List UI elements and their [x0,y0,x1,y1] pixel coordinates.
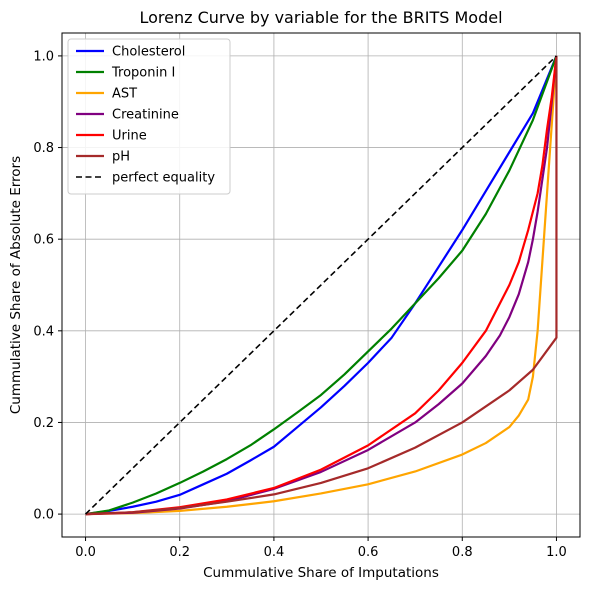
legend-label-cholesterol: Cholesterol [112,45,185,60]
series-lines [84,55,558,516]
plot-frame [61,32,581,538]
legend-label-urine: Urine [112,129,147,144]
x-tick-label: 0.8 [452,545,473,560]
series-line-ph [85,55,558,516]
chart-title: Lorenz Curve by variable for the BRITS M… [139,8,502,27]
y-axis-title: Cummulative Share of Absolute Errors [8,156,24,414]
y-tick-label: 0.2 [33,416,54,431]
series-line-perfect-equality [84,55,558,515]
x-tick-label: 0.6 [358,545,379,560]
series-line-creatinine [85,55,558,516]
y-tick-label: 0.8 [33,141,54,156]
y-tick-label: 1.0 [33,49,54,64]
x-tick-label: 0.4 [264,545,285,560]
y-tick-label: 0.0 [33,508,54,523]
x-tick-label: 1.0 [546,545,567,560]
x-tick-label: 0.2 [169,545,190,560]
x-axis-title: Cummulative Share of Imputations [203,565,439,581]
legend-box [67,38,231,195]
legend-label-troponin-i: Troponin I [111,66,175,81]
axis-ticks: 0.0 0.2 0.4 0.6 0.8 1.0 0.0 0.2 0.4 0.6 0.8 1.0 [33,49,566,560]
y-tick-label: 0.6 [33,233,54,248]
legend-label-ast: AST [112,87,137,102]
grid [62,33,580,537]
x-tick-label: 0.0 [75,545,96,560]
series-line-ast [85,55,558,516]
legend-label-perfect-equality: perfect equality [112,171,215,186]
legend-label-creatinine: Creatinine [112,108,179,123]
series-line-cholesterol [85,55,558,516]
series-line-troponin-i [85,55,558,516]
series-line-urine [85,55,558,516]
legend: Cholesterol Troponin I AST Creatinine Urine p… [67,38,231,195]
legend-label-ph: pH [112,150,130,165]
y-tick-label: 0.4 [33,324,54,339]
